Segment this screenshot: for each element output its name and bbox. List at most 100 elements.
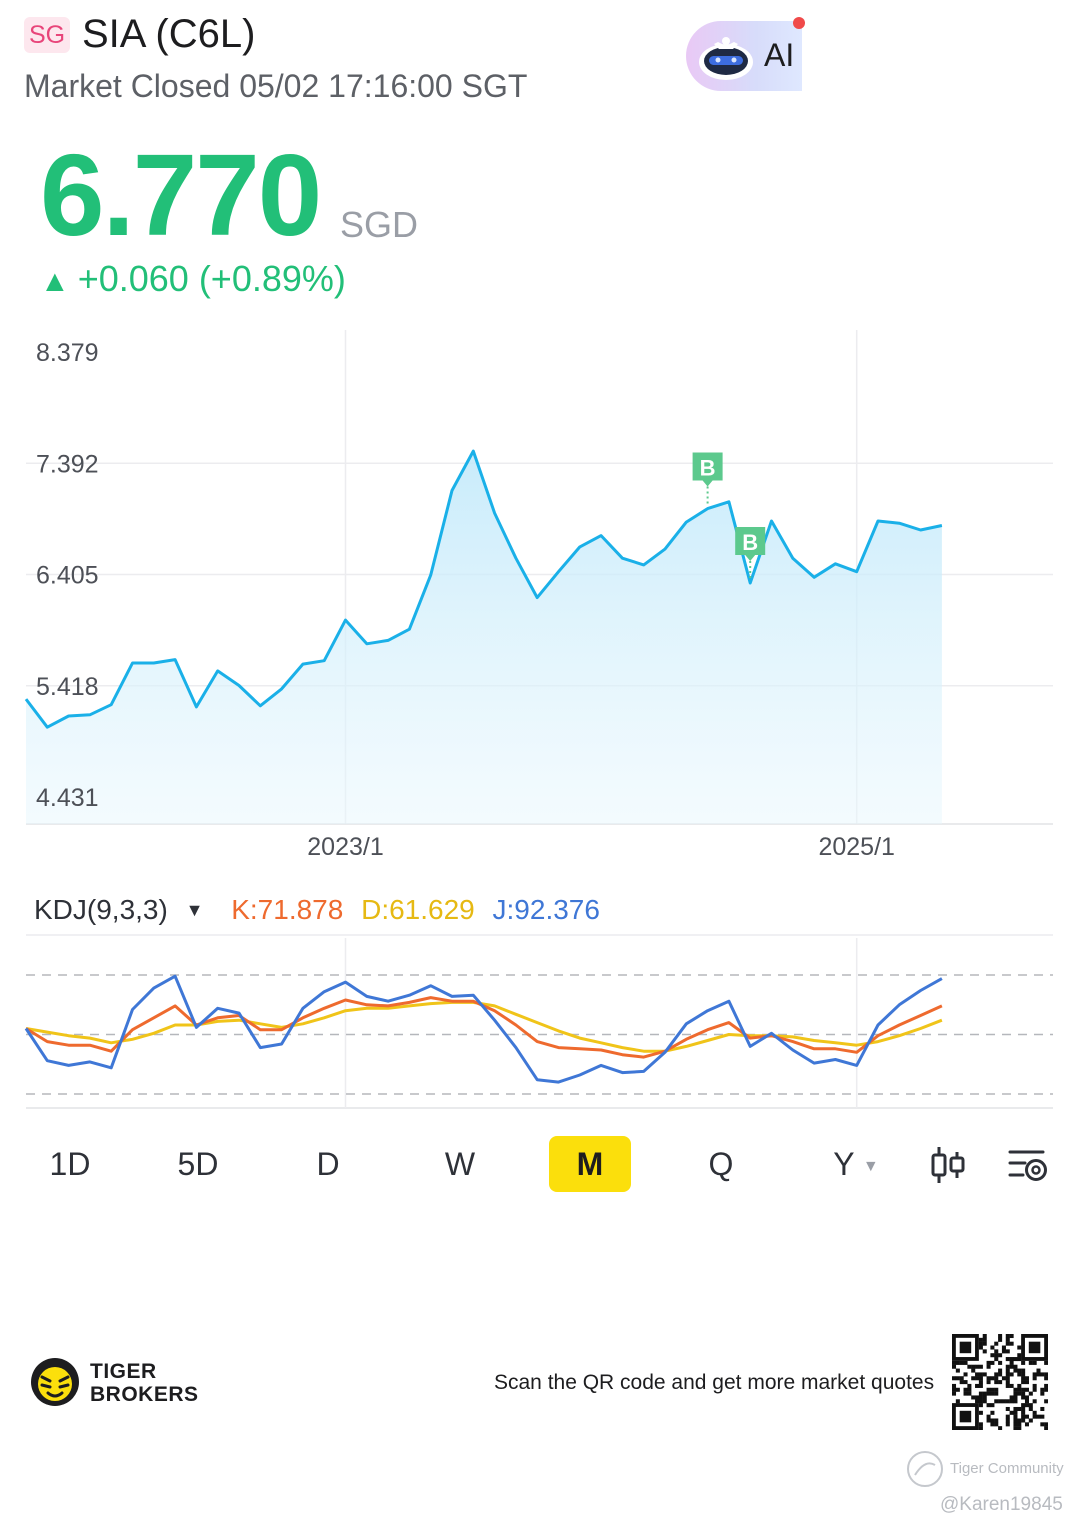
kdj-chart[interactable] [0,930,1080,1115]
kdj-j-value: J:92.376 [492,894,600,925]
qr-module [1017,1426,1022,1430]
indicator-selector[interactable]: KDJ(9,3,3) ▼ [34,894,213,925]
qr-module [1013,1368,1018,1373]
qr-module [975,1395,980,1400]
qr-module [955,1387,960,1392]
qr-module [1005,1406,1010,1411]
price-y-tick: 4.431 [36,784,99,812]
qr-module [971,1364,976,1369]
qr-module [986,1380,991,1385]
qr-module [1005,1368,1010,1373]
period-m[interactable]: M [549,1136,631,1192]
qr-module [967,1387,972,1392]
qr-module [1021,1418,1026,1423]
qr-module [1028,1406,1033,1411]
qr-module [975,1383,980,1388]
price-y-tick: 8.379 [36,339,99,367]
qr-module [998,1360,1003,1365]
qr-module [1001,1376,1006,1381]
qr-module [1024,1414,1029,1419]
qr-module [986,1360,991,1365]
up-arrow-icon: ▲ [40,265,70,298]
qr-module [952,1360,957,1365]
period-1d[interactable]: 1D [49,1146,91,1182]
qr-module [978,1410,983,1415]
qr-module [986,1387,991,1392]
qr-module [959,1380,964,1385]
qr-module [982,1349,987,1354]
candlestick-icon[interactable] [927,1144,969,1186]
qr-module [978,1380,983,1385]
qr-module [1005,1357,1010,1362]
qr-module [971,1395,976,1400]
qr-module [978,1341,983,1346]
price-chart[interactable]: 8.379 7.392 6.405 5.418 4.431 2023/1 2025/1 B… [0,320,1080,870]
qr-finder-core [959,1410,972,1423]
qr-module [1024,1376,1029,1381]
qr-module [1013,1422,1018,1427]
buy-marker-label: B [742,530,758,555]
qr-module [963,1372,968,1377]
ai-assistant-button[interactable]: AI [686,17,805,91]
qr-module [982,1341,987,1346]
qr-module [967,1383,972,1388]
buy-marker[interactable]: B [735,526,766,581]
qr-module [1009,1341,1014,1346]
qr-module [1013,1418,1018,1423]
qr-module [1040,1414,1045,1419]
qr-module [1024,1387,1029,1392]
tiger-community-logo [907,1451,943,1487]
qr-module [1005,1372,1010,1377]
period-w[interactable]: W [444,1146,476,1182]
period-selector: 1D 5D D W M Q Y ▼ [0,1136,1080,1194]
qr-module [1013,1399,1018,1404]
kdj-legend: KDJ(9,3,3) ▼ K:71.878 D:61.629 J:92.376 [34,894,610,926]
qr-module [1021,1387,1026,1392]
qr-module [1005,1380,1010,1385]
chart-settings-icon[interactable] [1007,1144,1049,1186]
qr-module [1001,1399,1006,1404]
qr-module [1032,1372,1037,1377]
price-area-fill [26,451,942,824]
qr-module [982,1372,987,1377]
period-5d[interactable]: 5D [177,1146,219,1182]
qr-module [998,1334,1003,1339]
qr-module [1036,1368,1041,1373]
qr-module [982,1399,987,1404]
price-line [24,449,943,729]
qr-module [1009,1360,1014,1365]
qr-module [994,1418,999,1423]
qr-module [1021,1368,1026,1373]
qr-module [978,1364,983,1369]
qr-module [990,1345,995,1350]
period-q[interactable]: Q [708,1146,734,1182]
qr-module [1024,1399,1029,1404]
qr-module [1032,1376,1037,1381]
period-y[interactable]: Y ▼ [822,1136,890,1192]
qr-module [978,1399,983,1404]
qr-module [994,1387,999,1392]
qr-module [990,1391,995,1396]
period-d[interactable]: D [316,1146,340,1182]
currency: SGD [340,204,419,245]
qr-module [994,1357,999,1362]
buy-marker[interactable]: B [692,452,723,507]
qr-module [1005,1399,1010,1404]
qr-module [955,1376,960,1381]
qr-module [1017,1387,1022,1392]
qr-module [1021,1380,1026,1385]
exchange-badge: SG [24,17,70,53]
qr-module [994,1376,999,1381]
qr-module [959,1376,964,1381]
qr-module [998,1380,1003,1385]
qr-module [952,1391,957,1396]
qr-module [978,1422,983,1427]
qr-module [1040,1387,1045,1392]
qr-module [1021,1395,1026,1400]
price-y-tick: 6.405 [36,562,99,590]
watermark-community: Tiger Community [950,1460,1064,1477]
qr-module [978,1395,983,1400]
qr-module [994,1380,999,1385]
qr-module [1044,1422,1048,1427]
qr-module [978,1372,983,1377]
